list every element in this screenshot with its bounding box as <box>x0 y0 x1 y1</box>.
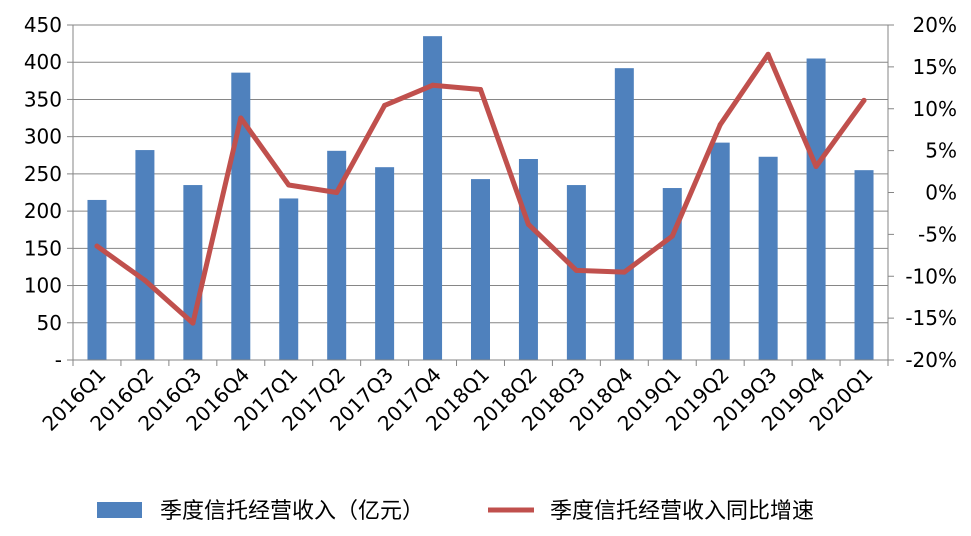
line-point-2018Q1 <box>478 86 483 92</box>
right-axis-ticks: -20% -15% -10% -5% 0% 5% 10% 15% 20% <box>905 13 957 372</box>
left-tick-label: 50 <box>37 311 62 335</box>
bar-2016Q2 <box>135 150 155 360</box>
bar-2017Q4 <box>423 36 443 361</box>
right-tick-label: 15% <box>913 55 957 79</box>
left-tick-label: 300 <box>24 125 62 149</box>
line-point-2020Q1 <box>861 97 867 103</box>
line-point-2017Q2 <box>334 190 340 195</box>
left-tick-label: - <box>55 348 62 372</box>
bar-2016Q3 <box>183 185 203 360</box>
bar-2019Q4 <box>806 58 826 360</box>
line-point-2019Q2 <box>717 122 723 128</box>
right-tick-label: -5% <box>918 222 957 246</box>
right-tick-label: -15% <box>905 306 957 330</box>
left-tick-label: 200 <box>24 199 62 223</box>
right-tick-label: 5% <box>925 139 957 163</box>
x-axis-ticks: 2016Q12016Q22016Q32016Q42017Q12017Q22017… <box>37 363 877 436</box>
bar-2017Q1 <box>279 198 299 360</box>
line-point-2016Q2 <box>142 277 148 283</box>
line-series <box>94 51 867 326</box>
line-point-2018Q4 <box>621 269 627 275</box>
legend: 季度信托经营收入（亿元） 季度信托经营收入同比增速 <box>97 499 814 524</box>
bar-2020Q1 <box>854 170 874 360</box>
bar-2017Q2 <box>327 150 347 360</box>
bar-2017Q3 <box>375 167 395 360</box>
legend-line-label: 季度信托经营收入同比增速 <box>550 499 814 524</box>
line-point-2019Q4 <box>813 164 819 170</box>
right-tick-label: -20% <box>905 348 957 372</box>
left-axis-ticks: - 50 100 150 200 250 300 350 400 450 <box>24 13 62 372</box>
bar-2018Q2 <box>518 159 538 360</box>
line-point-2018Q2 <box>525 221 531 227</box>
bar-2019Q3 <box>758 156 778 360</box>
line-point-2016Q4 <box>238 115 244 121</box>
right-tick-label: -10% <box>905 264 957 288</box>
left-tick-label: 350 <box>24 87 62 111</box>
line-point-2016Q1 <box>94 243 100 249</box>
line-point-2019Q3 <box>765 51 771 57</box>
right-tick-label: 10% <box>913 97 957 121</box>
left-tick-label: 450 <box>24 13 62 37</box>
left-tick-label: 100 <box>24 274 62 298</box>
bar-series <box>87 36 874 361</box>
right-tick-label: 0% <box>925 181 957 205</box>
bar-2019Q2 <box>710 142 730 360</box>
bar-2018Q4 <box>614 68 634 360</box>
axes <box>67 24 894 366</box>
bar-2016Q1 <box>87 199 107 360</box>
bar-2019Q1 <box>662 188 682 360</box>
line-point-2019Q1 <box>669 233 675 239</box>
right-tick-label: 20% <box>913 13 957 37</box>
bar-2018Q1 <box>471 179 490 360</box>
line-point-2016Q3 <box>190 320 196 326</box>
left-tick-label: 150 <box>24 236 62 260</box>
line-point-2017Q4 <box>430 82 436 88</box>
left-tick-label: 400 <box>24 50 62 74</box>
legend-bar-label: 季度信托经营收入（亿元） <box>160 499 424 524</box>
line-point-2017Q3 <box>382 102 388 108</box>
line-point-2017Q1 <box>286 182 292 188</box>
left-tick-label: 250 <box>24 162 62 186</box>
line-point-2018Q3 <box>573 267 579 273</box>
legend-bar-swatch <box>97 502 142 518</box>
